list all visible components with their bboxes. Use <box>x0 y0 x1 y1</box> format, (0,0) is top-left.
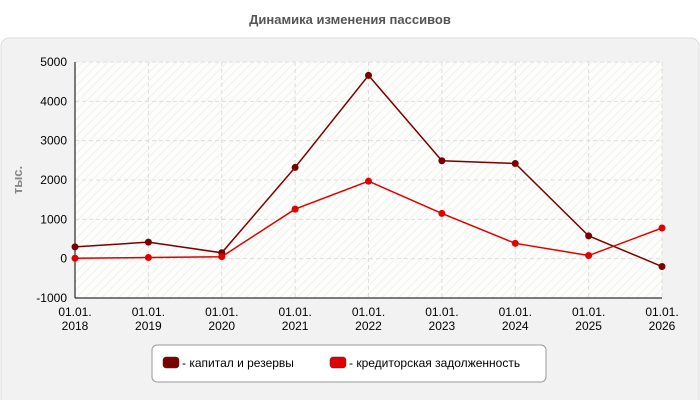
point <box>438 209 446 217</box>
point <box>585 232 593 240</box>
legend-swatch <box>329 356 347 369</box>
point <box>218 253 226 261</box>
x-tick-label: 01.01. 2023 <box>425 305 458 333</box>
y-tick-label: 0 <box>60 252 67 266</box>
y-tick-label: 5000 <box>40 55 67 69</box>
point <box>365 71 372 79</box>
point <box>365 177 372 185</box>
legend-swatch <box>162 356 180 369</box>
point <box>511 239 519 247</box>
point <box>438 157 446 165</box>
point <box>71 254 79 262</box>
chart-title: Динамика изменения пассивов <box>249 12 451 27</box>
y-tick-label: 2000 <box>40 173 67 187</box>
x-tick-label: 01.01. 2025 <box>572 305 605 333</box>
legend-label: - кредиторская задолженность <box>349 356 520 370</box>
point <box>585 252 593 260</box>
x-tick-label: 01.01. 2022 <box>352 305 385 333</box>
point <box>71 243 79 251</box>
x-tick-label: 01.01. 2020 <box>205 305 238 333</box>
point <box>144 253 152 261</box>
y-tick-label: 1000 <box>40 212 67 226</box>
point <box>144 238 152 246</box>
y-tick-label: -1000 <box>36 291 67 305</box>
legend <box>151 344 547 383</box>
x-tick-label: 01.01. 2018 <box>58 305 91 333</box>
point <box>511 159 519 167</box>
x-tick-label: 01.01. 2021 <box>278 305 311 333</box>
y-tick-label: 3000 <box>40 134 67 148</box>
x-tick-label: 01.01. 2024 <box>499 305 532 333</box>
legend-label: - капитал и резервы <box>182 356 294 370</box>
point <box>658 263 666 271</box>
y-tick-label: 4000 <box>40 94 67 108</box>
point <box>291 205 299 213</box>
y-axis-label: тыс. <box>10 166 25 194</box>
point <box>291 163 299 171</box>
x-tick-label: 01.01. 2026 <box>645 305 678 333</box>
x-tick-label: 01.01. 2019 <box>132 305 165 333</box>
point <box>658 224 666 232</box>
